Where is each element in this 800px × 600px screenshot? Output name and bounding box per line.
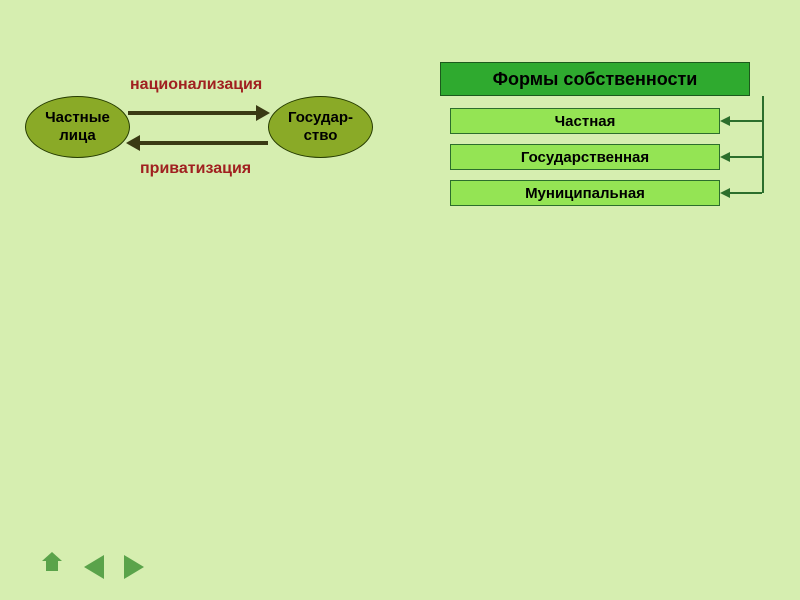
- form-item-2: Муниципальная: [450, 180, 720, 206]
- nav-prev-button[interactable]: [76, 552, 112, 582]
- connector-branch-2: [730, 192, 762, 194]
- nav-home-button[interactable]: [42, 552, 62, 572]
- nav-next-button[interactable]: [116, 552, 152, 582]
- chevron-left-icon: [84, 555, 104, 579]
- connector-branch-0: [730, 120, 762, 122]
- label-nationalization: национализация: [130, 76, 262, 94]
- connector-arrow-0: [720, 116, 730, 126]
- form-item-1: Государственная: [450, 144, 720, 170]
- form-item-0: Частная: [450, 108, 720, 134]
- connector-trunk: [762, 96, 764, 193]
- arrow-nationalization: [128, 111, 256, 115]
- arrow-privatization-head: [126, 135, 140, 151]
- connector-arrow-1: [720, 152, 730, 162]
- arrow-nationalization-head: [256, 105, 270, 121]
- slide-canvas: Частныелица Государ-ство национализация при…: [0, 0, 800, 600]
- forms-header: Формы собственности: [440, 62, 750, 96]
- home-icon: [42, 552, 62, 561]
- chevron-right-icon: [124, 555, 144, 579]
- connector-branch-1: [730, 156, 762, 158]
- connector-arrow-2: [720, 188, 730, 198]
- home-icon-body: [46, 561, 58, 571]
- ellipse-private-persons: Частныелица: [25, 96, 130, 158]
- label-privatization: приватизация: [140, 160, 251, 178]
- ellipse-state: Государ-ство: [268, 96, 373, 158]
- arrow-privatization: [140, 141, 268, 145]
